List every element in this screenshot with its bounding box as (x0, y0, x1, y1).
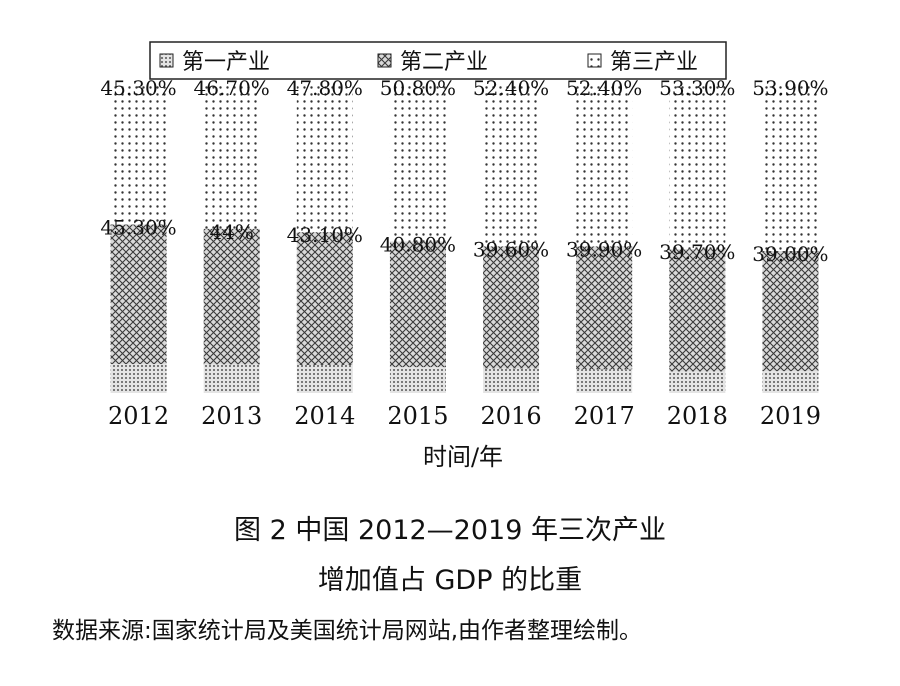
bar-segment-3-2013 (203, 85, 260, 229)
data-label-2-2019: 39.00% (752, 242, 828, 266)
data-label-3-2016: 52.40% (473, 76, 549, 100)
bar-segment-2-2016 (483, 246, 540, 369)
x-tick-label-2013: 2013 (201, 402, 262, 430)
figure-subtitle: 增加值占 GDP 的比重 (317, 565, 583, 596)
bar-segment-2-2014 (296, 232, 353, 365)
bar-segment-2-2015 (389, 241, 446, 368)
x-tick-label-2019: 2019 (760, 402, 821, 430)
data-label-3-2013: 46.70% (194, 76, 270, 100)
bar-segment-2-2018 (669, 249, 726, 372)
bar-segment-1-2012 (110, 364, 167, 393)
data-label-2-2015: 40.80% (380, 232, 456, 256)
data-label-3-2012: 45.30% (100, 76, 176, 100)
bar-segment-3-2017 (576, 85, 633, 247)
bar-segment-1-2016 (483, 368, 540, 393)
bar-segment-2-2017 (576, 246, 633, 370)
bar-segment-3-2012 (110, 85, 167, 225)
legend-label-1: 第一产业 (182, 50, 270, 75)
bar-segment-2-2019 (762, 251, 819, 372)
bar-segment-1-2019 (762, 371, 819, 393)
data-label-3-2015: 50.80% (380, 76, 456, 100)
x-tick-label-2012: 2012 (108, 402, 169, 430)
legend-swatch-2 (377, 53, 392, 68)
x-axis-label: 时间/年 (423, 443, 503, 471)
bar-segment-2-2013 (203, 228, 260, 365)
data-label-2-2012: 45.30% (100, 216, 176, 240)
data-label-2-2016: 39.60% (473, 237, 549, 261)
x-tick-label-2017: 2017 (574, 402, 635, 430)
legend-label-2: 第二产业 (400, 50, 488, 75)
bar-segment-3-2018 (669, 85, 726, 250)
legend-swatch-3 (587, 53, 602, 68)
bar-segment-3-2015 (389, 85, 446, 242)
bar-segment-2-2012 (110, 224, 167, 365)
bar-segment-3-2019 (762, 85, 819, 252)
x-tick-label-2015: 2015 (387, 402, 448, 430)
data-label-2-2014: 43.10% (287, 223, 363, 247)
bar-segment-3-2016 (483, 85, 540, 247)
legend-label-3: 第三产业 (610, 50, 698, 75)
data-label-3-2014: 47.80% (287, 76, 363, 100)
data-label-3-2019: 53.90% (752, 76, 828, 100)
bar-segment-1-2018 (669, 371, 726, 393)
data-label-2-2018: 39.70% (659, 240, 735, 264)
data-label-2-2017: 39.90% (566, 237, 642, 261)
data-label-3-2018: 53.30% (659, 76, 735, 100)
legend-swatch-1 (159, 53, 174, 68)
bar-segment-1-2014 (296, 364, 353, 393)
stacked-bar-chart: 45.30% 45.30% 44% 46.70% 43.10% 47.80% 40.80% 5… (100, 41, 829, 471)
source-note: 数据来源:国家统计局及美国统计局网站,由作者整理绘制。 (52, 618, 643, 644)
data-label-3-2017: 52.40% (566, 76, 642, 100)
x-tick-label-2016: 2016 (481, 402, 542, 430)
data-label-2-2013: 44% (209, 220, 253, 244)
bar-segment-1-2015 (389, 367, 446, 393)
bar-segment-3-2014 (296, 85, 353, 233)
legend-box (149, 41, 727, 80)
figure-title: 图 2 中国 2012—2019 年三次产业 (234, 515, 666, 546)
bar-segment-1-2017 (576, 369, 633, 393)
x-tick-label-2018: 2018 (667, 402, 728, 430)
x-tick-label-2014: 2014 (294, 402, 355, 430)
bar-segment-1-2013 (203, 364, 260, 393)
